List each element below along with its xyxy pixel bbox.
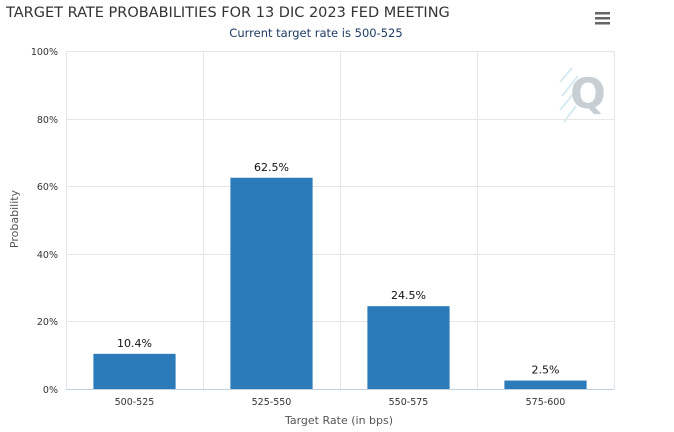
menu-icon[interactable] [590, 8, 614, 28]
bar-500-525[interactable] [93, 353, 176, 389]
bars [93, 177, 587, 389]
x-tick-label: 575-600 [526, 397, 566, 408]
y-tick-label: 0% [43, 385, 58, 396]
bar-550-575[interactable] [367, 306, 450, 389]
x-tick-label: 500-525 [115, 397, 155, 408]
data-labels: 10.4% 62.5% 24.5% 2.5% [117, 161, 559, 377]
chart-subtitle: Current target rate is 500-525 [229, 26, 402, 40]
data-label-525-550: 62.5% [254, 161, 289, 174]
y-tick-label: 20% [37, 317, 58, 328]
x-tick-label: 550-575 [389, 397, 429, 408]
x-axis-ticks: 500-525 525-550 550-575 575-600 [115, 397, 566, 408]
y-tick-label: 80% [37, 115, 58, 126]
y-tick-label: 100% [31, 47, 58, 58]
x-tick-label: 525-550 [252, 397, 292, 408]
data-label-575-600: 2.5% [532, 364, 560, 377]
bar-525-550[interactable] [230, 177, 313, 389]
chart-title: TARGET RATE PROBABILITIES FOR 13 DIC 202… [5, 5, 450, 21]
y-tick-label: 60% [37, 182, 58, 193]
y-axis-title: Probability [8, 189, 21, 248]
data-label-500-525: 10.4% [117, 337, 152, 350]
watermark-letter: Q [570, 69, 606, 118]
bar-575-600[interactable] [504, 380, 587, 389]
q-logo-watermark: Q [559, 67, 606, 123]
x-axis-title: Target Rate (in bps) [284, 414, 393, 427]
data-label-550-575: 24.5% [391, 289, 426, 302]
y-axis-ticks: 0% 20% 40% 60% 80% 100% [31, 47, 58, 396]
y-gridlines [66, 51, 615, 390]
y-tick-label: 40% [37, 250, 58, 261]
